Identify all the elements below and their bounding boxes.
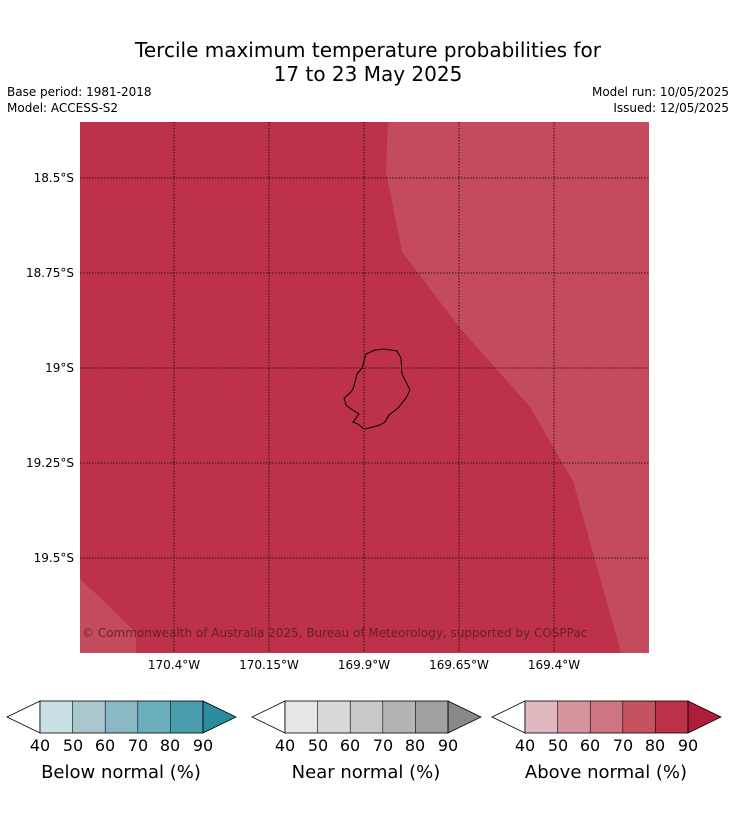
colorbar-below-swatches: [6, 700, 237, 734]
tick-label: 40: [29, 736, 51, 755]
colorbar-ticks: 40 50 60 70 80 90: [6, 736, 236, 756]
map-panel: [80, 122, 649, 653]
lat-label: 19.5°S: [33, 551, 74, 565]
tick-label: 50: [547, 736, 569, 755]
lat-label: 18.5°S: [33, 171, 74, 185]
colorbar-swatch: [415, 701, 448, 733]
colorbar-low-extension: [251, 700, 286, 734]
probability-region-east: [386, 122, 649, 653]
colorbar-near-swatches: [251, 700, 482, 734]
colorbar-swatch: [655, 701, 688, 733]
colorbar-below-normal: 40 50 60 70 80 90 Below normal (%): [6, 700, 237, 810]
tick-label: 80: [644, 736, 666, 755]
colorbar-outline: [524, 700, 689, 734]
colorbar-swatch: [105, 701, 138, 733]
lat-label: 19°S: [45, 361, 74, 375]
colorbar-near-normal: 40 50 60 70 80 90 Near normal (%): [251, 700, 482, 810]
colorbar-high-extension: [202, 700, 237, 734]
title-line-1: Tercile maximum temperature probabilitie…: [135, 38, 601, 62]
copyright-notice: © Commonwealth of Australia 2025, Bureau…: [82, 626, 588, 640]
probability-region-southwest: [80, 579, 136, 653]
colorbar-swatch: [622, 701, 656, 733]
lon-label: 169.4°W: [527, 658, 581, 672]
tick-label: 90: [192, 736, 214, 755]
tick-label: 50: [307, 736, 329, 755]
colorbar-above-normal: 40 50 60 70 80 90 Above normal (%): [491, 700, 722, 810]
colorbar-outline: [284, 700, 449, 734]
map-svg: [80, 122, 649, 653]
colorbar-swatch: [72, 701, 106, 733]
colorbar-swatch: [170, 701, 203, 733]
meta-right: Model run: 10/05/2025 Issued: 12/05/2025: [592, 84, 729, 116]
model-run: Model run: 10/05/2025: [591, 85, 729, 99]
colorbar-ticks: 40 50 60 70 80 90: [491, 736, 721, 756]
colorbar-outline: [39, 700, 204, 734]
colorbar-low-extension: [6, 700, 41, 734]
niue-island-outline: [343, 348, 411, 430]
colorbar-high-extension: [687, 700, 722, 734]
colorbar-ticks: 40 50 60 70 80 90: [251, 736, 481, 756]
colorbar-high-extension: [447, 700, 482, 734]
tick-label: 90: [677, 736, 699, 755]
tick-label: 80: [404, 736, 426, 755]
colorbar-swatch: [557, 701, 591, 733]
colorbar-swatch: [590, 701, 623, 733]
colorbar-swatch: [382, 701, 416, 733]
chart-title: Tercile maximum temperature probabilitie…: [0, 38, 736, 86]
tick-label: 70: [372, 736, 394, 755]
tick-label: 80: [159, 736, 181, 755]
lon-label: 169.65°W: [429, 658, 489, 672]
lon-label: 169.9°W: [337, 658, 391, 672]
lon-label: 170.4°W: [147, 658, 201, 672]
colorbar-swatch: [137, 701, 171, 733]
tick-label: 60: [94, 736, 116, 755]
lat-label: 19.25°S: [26, 456, 74, 470]
colorbar-swatch: [525, 701, 558, 733]
tick-label: 60: [579, 736, 601, 755]
tick-label: 70: [127, 736, 149, 755]
colorbar-swatch: [40, 701, 73, 733]
title-line-2: 17 to 23 May 2025: [273, 62, 463, 86]
meta-left: Base period: 1981-2018 Model: ACCESS-S2: [7, 84, 152, 116]
base-period: Base period: 1981-2018: [7, 85, 152, 99]
tick-label: 70: [612, 736, 634, 755]
lon-label: 170.15°W: [239, 658, 299, 672]
tick-label: 60: [339, 736, 361, 755]
colorbar-swatch: [285, 701, 318, 733]
lat-label: 18.75°S: [26, 266, 74, 280]
tick-label: 40: [274, 736, 296, 755]
colorbar-swatch: [317, 701, 351, 733]
graticule: [80, 122, 649, 653]
colorbar-swatch: [350, 701, 383, 733]
colorbar-label: Near normal (%): [291, 762, 441, 783]
tick-label: 90: [437, 736, 459, 755]
colorbar-low-extension: [491, 700, 526, 734]
model-name: Model: ACCESS-S2: [7, 101, 119, 115]
tick-label: 50: [62, 736, 84, 755]
colorbar-above-swatches: [491, 700, 722, 734]
issued-date: Issued: 12/05/2025: [613, 101, 729, 115]
tick-label: 40: [514, 736, 536, 755]
colorbar-label: Below normal (%): [41, 762, 201, 783]
colorbar-label: Above normal (%): [524, 762, 688, 783]
